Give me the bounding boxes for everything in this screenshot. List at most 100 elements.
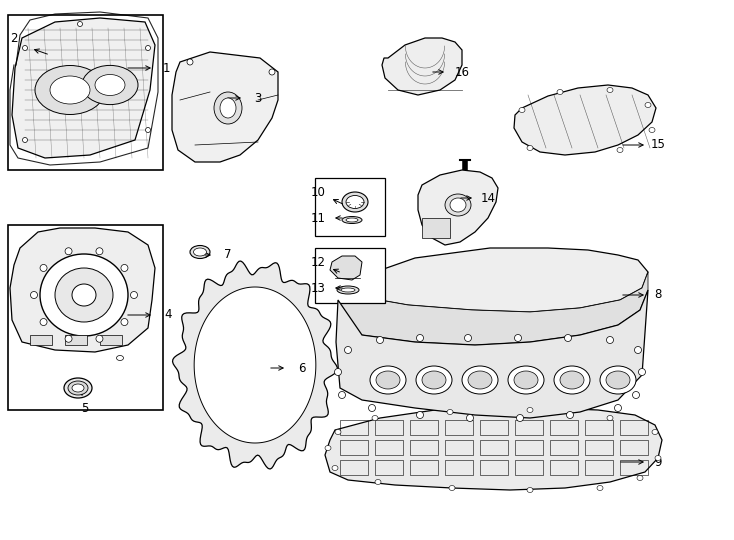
Ellipse shape xyxy=(634,347,642,354)
Bar xyxy=(620,420,648,435)
Ellipse shape xyxy=(346,218,358,222)
Ellipse shape xyxy=(372,415,378,421)
Ellipse shape xyxy=(145,127,150,132)
Ellipse shape xyxy=(517,415,523,422)
Ellipse shape xyxy=(335,368,341,375)
Ellipse shape xyxy=(121,319,128,326)
Text: 8: 8 xyxy=(654,288,661,301)
Polygon shape xyxy=(418,170,498,245)
Ellipse shape xyxy=(145,45,150,51)
Ellipse shape xyxy=(35,65,105,114)
Bar xyxy=(480,440,508,455)
Ellipse shape xyxy=(55,268,113,322)
Text: 14: 14 xyxy=(481,192,495,205)
Ellipse shape xyxy=(96,248,103,255)
Text: 4: 4 xyxy=(164,308,172,321)
Bar xyxy=(445,460,473,475)
Bar xyxy=(315,248,385,303)
Bar xyxy=(480,420,508,435)
Polygon shape xyxy=(514,85,656,155)
Ellipse shape xyxy=(515,334,521,341)
Ellipse shape xyxy=(96,335,103,342)
Bar xyxy=(480,460,508,475)
Ellipse shape xyxy=(344,347,352,354)
Bar xyxy=(100,335,122,345)
Ellipse shape xyxy=(78,22,82,26)
Ellipse shape xyxy=(527,408,533,413)
Ellipse shape xyxy=(269,69,275,75)
Polygon shape xyxy=(172,52,278,162)
Ellipse shape xyxy=(606,371,630,389)
Ellipse shape xyxy=(449,485,455,490)
Ellipse shape xyxy=(465,334,471,341)
Ellipse shape xyxy=(450,198,466,212)
Ellipse shape xyxy=(187,59,193,65)
Ellipse shape xyxy=(607,415,613,421)
Ellipse shape xyxy=(468,371,492,389)
Text: 11: 11 xyxy=(310,212,325,225)
Ellipse shape xyxy=(527,145,533,151)
Text: 7: 7 xyxy=(225,248,232,261)
Ellipse shape xyxy=(40,254,128,336)
Bar xyxy=(585,440,613,455)
Bar xyxy=(445,440,473,455)
Ellipse shape xyxy=(633,392,639,399)
Bar xyxy=(375,460,403,475)
Text: 16: 16 xyxy=(454,65,470,78)
Ellipse shape xyxy=(121,265,128,272)
Ellipse shape xyxy=(325,446,331,450)
Ellipse shape xyxy=(370,366,406,394)
Polygon shape xyxy=(330,256,362,280)
Text: 1: 1 xyxy=(162,62,170,75)
Polygon shape xyxy=(172,261,338,469)
Ellipse shape xyxy=(607,87,613,92)
Ellipse shape xyxy=(337,286,359,294)
Bar xyxy=(410,440,438,455)
Ellipse shape xyxy=(82,65,138,105)
Ellipse shape xyxy=(214,92,242,124)
Ellipse shape xyxy=(600,366,636,394)
Ellipse shape xyxy=(332,465,338,470)
Ellipse shape xyxy=(597,485,603,490)
Ellipse shape xyxy=(614,404,622,411)
Bar xyxy=(340,440,368,455)
Polygon shape xyxy=(382,38,462,95)
Ellipse shape xyxy=(341,288,355,292)
Ellipse shape xyxy=(508,366,544,394)
Bar xyxy=(340,420,368,435)
Ellipse shape xyxy=(190,246,210,259)
Bar xyxy=(422,218,450,238)
Bar xyxy=(515,420,543,435)
Polygon shape xyxy=(195,287,316,443)
Ellipse shape xyxy=(50,76,90,104)
Ellipse shape xyxy=(416,334,424,341)
Ellipse shape xyxy=(68,381,88,395)
Ellipse shape xyxy=(422,371,446,389)
Ellipse shape xyxy=(560,371,584,389)
Text: 3: 3 xyxy=(254,91,262,105)
Ellipse shape xyxy=(72,284,96,306)
Text: 9: 9 xyxy=(654,456,662,469)
Bar xyxy=(550,460,578,475)
Text: 2: 2 xyxy=(10,31,18,44)
Ellipse shape xyxy=(368,404,376,411)
Ellipse shape xyxy=(346,195,364,208)
Polygon shape xyxy=(338,272,648,345)
Bar xyxy=(8,225,163,410)
Ellipse shape xyxy=(23,45,27,51)
Ellipse shape xyxy=(220,98,236,118)
Ellipse shape xyxy=(416,411,424,418)
Bar xyxy=(410,420,438,435)
Bar xyxy=(445,420,473,435)
Bar xyxy=(375,440,403,455)
Ellipse shape xyxy=(117,355,123,361)
Ellipse shape xyxy=(23,138,27,143)
Ellipse shape xyxy=(338,392,346,399)
Text: 5: 5 xyxy=(81,402,89,415)
Bar xyxy=(515,440,543,455)
Ellipse shape xyxy=(342,217,362,224)
Bar xyxy=(550,440,578,455)
Ellipse shape xyxy=(131,292,137,299)
Bar xyxy=(620,440,648,455)
Ellipse shape xyxy=(519,107,525,112)
